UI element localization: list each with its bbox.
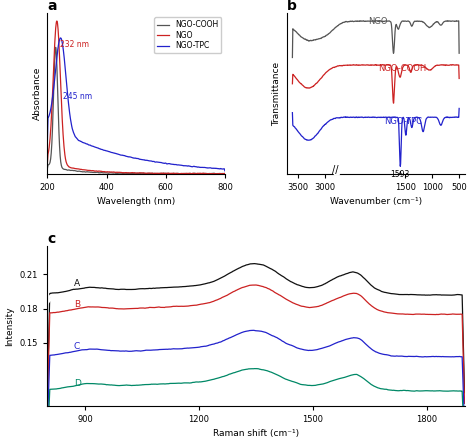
NGO <box>91 168 96 173</box>
NGO <box>218 171 224 177</box>
Text: C: C <box>74 342 80 351</box>
NGO-COOH <box>125 171 131 176</box>
Legend: NGO-COOH, NGO, NGO-TPC: NGO-COOH, NGO, NGO-TPC <box>154 17 221 54</box>
NGO-COOH <box>222 171 228 176</box>
NGO <box>179 171 184 176</box>
Y-axis label: Intensity: Intensity <box>5 306 14 346</box>
NGO-COOH <box>53 45 59 50</box>
Text: D: D <box>74 380 81 388</box>
NGO-COOH <box>91 170 96 175</box>
X-axis label: Wavelength (nm): Wavelength (nm) <box>97 197 175 206</box>
NGO-TPC <box>58 35 64 41</box>
Y-axis label: Transmittance: Transmittance <box>273 62 282 125</box>
NGO-COOH <box>45 166 50 171</box>
NGO-COOH <box>76 169 82 174</box>
NGO <box>125 170 131 175</box>
NGO-TPC <box>125 154 131 159</box>
Text: NGO-TPC: NGO-TPC <box>384 117 422 126</box>
NGO-TPC <box>222 168 228 173</box>
NGO <box>149 170 155 176</box>
Text: 1593: 1593 <box>391 170 410 179</box>
X-axis label: Wavenumber (cm⁻¹): Wavenumber (cm⁻¹) <box>330 197 422 206</box>
NGO-TPC <box>91 144 96 149</box>
Y-axis label: Absorbance: Absorbance <box>33 67 42 120</box>
Text: c: c <box>47 231 55 246</box>
Text: A: A <box>74 279 80 288</box>
X-axis label: Raman shift (cm⁻¹): Raman shift (cm⁻¹) <box>213 429 299 438</box>
NGO <box>222 171 228 176</box>
NGO-TPC <box>45 138 50 143</box>
NGO <box>164 171 169 176</box>
Text: NGO-COOH: NGO-COOH <box>378 64 427 73</box>
Text: B: B <box>74 301 80 310</box>
NGO-TPC <box>76 138 82 143</box>
Line: NGO-TPC: NGO-TPC <box>47 38 225 171</box>
NGO <box>76 166 82 172</box>
Line: NGO: NGO <box>47 21 225 174</box>
NGO-COOH <box>164 171 169 176</box>
NGO-TPC <box>149 159 155 164</box>
NGO-COOH <box>167 171 173 177</box>
NGO-COOH <box>149 170 155 176</box>
NGO <box>45 160 50 165</box>
NGO-COOH <box>179 171 184 176</box>
NGO-TPC <box>164 161 169 166</box>
Text: b: b <box>287 0 297 13</box>
NGO-TPC <box>179 162 184 168</box>
NGO <box>54 18 60 24</box>
Text: 232 nm: 232 nm <box>60 40 89 49</box>
Text: //: // <box>332 165 339 175</box>
Line: NGO-COOH: NGO-COOH <box>47 47 225 174</box>
Text: 245 nm: 245 nm <box>63 91 92 101</box>
Text: NGO: NGO <box>368 17 387 26</box>
Text: a: a <box>47 0 57 13</box>
